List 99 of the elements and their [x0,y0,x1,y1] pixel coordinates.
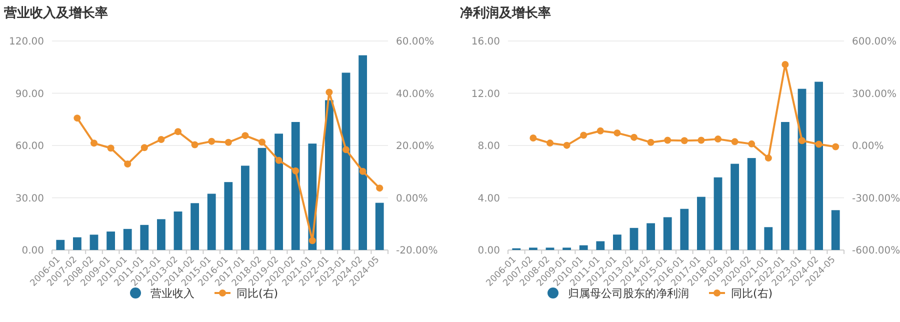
point [124,160,132,168]
y-tick-label: 4.00 [478,193,500,204]
point [242,132,249,140]
point [832,143,840,150]
point [647,138,654,146]
y2-tick-label: 300.00% [852,88,896,100]
bar [241,166,250,250]
point [563,142,570,149]
legend-label: 同比(右) [731,287,773,300]
y-tick-label: 0.00 [478,246,500,256]
point [174,128,182,136]
chart-title: 营业收入及增长率 [3,5,108,21]
point [292,167,300,174]
point [107,144,114,152]
bar [325,100,334,250]
bar [190,203,199,250]
y2-tick-label: 0.00% [396,193,428,204]
bar [140,224,149,250]
bar [663,217,672,250]
point [731,138,738,146]
point [530,134,537,142]
y2-tick-label: 20.00% [396,141,434,152]
point [342,146,350,154]
point [208,138,216,145]
point [158,136,165,143]
point [74,114,81,122]
point [326,88,333,96]
point [698,136,705,144]
bar [106,232,115,250]
point [815,140,822,148]
legend-label: 归属母公司股东的净利润 [568,287,689,300]
bar [596,241,605,250]
y2-tick-label: -600.00% [852,246,900,256]
y2-tick-label: 0.00% [852,141,884,152]
point [798,137,806,144]
point [714,136,722,143]
point [664,136,672,144]
bar [579,245,588,250]
y-tick-label: 12.00 [471,88,500,100]
bar [730,164,739,250]
y-tick-label: 8.00 [478,141,500,152]
bar [342,72,350,250]
bar [56,240,65,250]
bar [73,237,82,250]
point [748,140,756,148]
y2-tick-label: 60.00% [396,36,434,48]
bar [764,227,773,250]
y-tick-label: 30.00 [15,193,44,204]
bar [697,196,706,250]
bar [714,177,722,250]
point [614,129,621,136]
bar [798,88,806,250]
point [764,154,772,162]
bar [814,82,823,250]
point [376,184,384,192]
y2-tick-label: -300.00% [852,193,900,204]
bar [274,134,283,250]
y-tick-label: 90.00 [15,88,44,100]
y2-tick-label: -20.00% [396,246,438,256]
point [680,137,688,144]
bar [646,223,655,250]
y2-tick-label: 40.00% [396,88,434,100]
y-tick-label: 120.00 [9,36,44,48]
bar [90,234,98,250]
point [546,140,554,147]
point [580,132,588,139]
point [140,144,148,152]
bar [831,210,840,250]
bar [174,212,182,250]
y-tick-label: 16.00 [471,36,500,48]
bar [258,148,266,250]
legend-label: 同比(右) [236,287,278,300]
point [258,138,266,146]
bar [224,182,233,250]
bar [207,194,216,250]
chart-title: 净利润及增长率 [460,5,551,21]
point [596,127,604,134]
point [782,61,789,68]
point [224,138,232,146]
bar [747,158,756,250]
point [308,237,316,244]
bar [375,202,384,250]
bar [613,234,622,250]
bar [358,55,367,250]
bar [291,122,300,250]
y-tick-label: 0.00 [22,246,44,256]
bar [123,228,132,250]
y2-tick-label: 600.00% [852,36,896,48]
point [359,168,366,175]
bar [781,122,790,250]
point [275,156,282,164]
legend-label: 营业收入 [150,287,194,300]
y-tick-label: 60.00 [15,141,44,152]
point [90,140,98,147]
bar [630,228,638,250]
point [630,134,638,141]
bar [680,208,689,250]
point [191,141,198,148]
bar [157,219,166,250]
